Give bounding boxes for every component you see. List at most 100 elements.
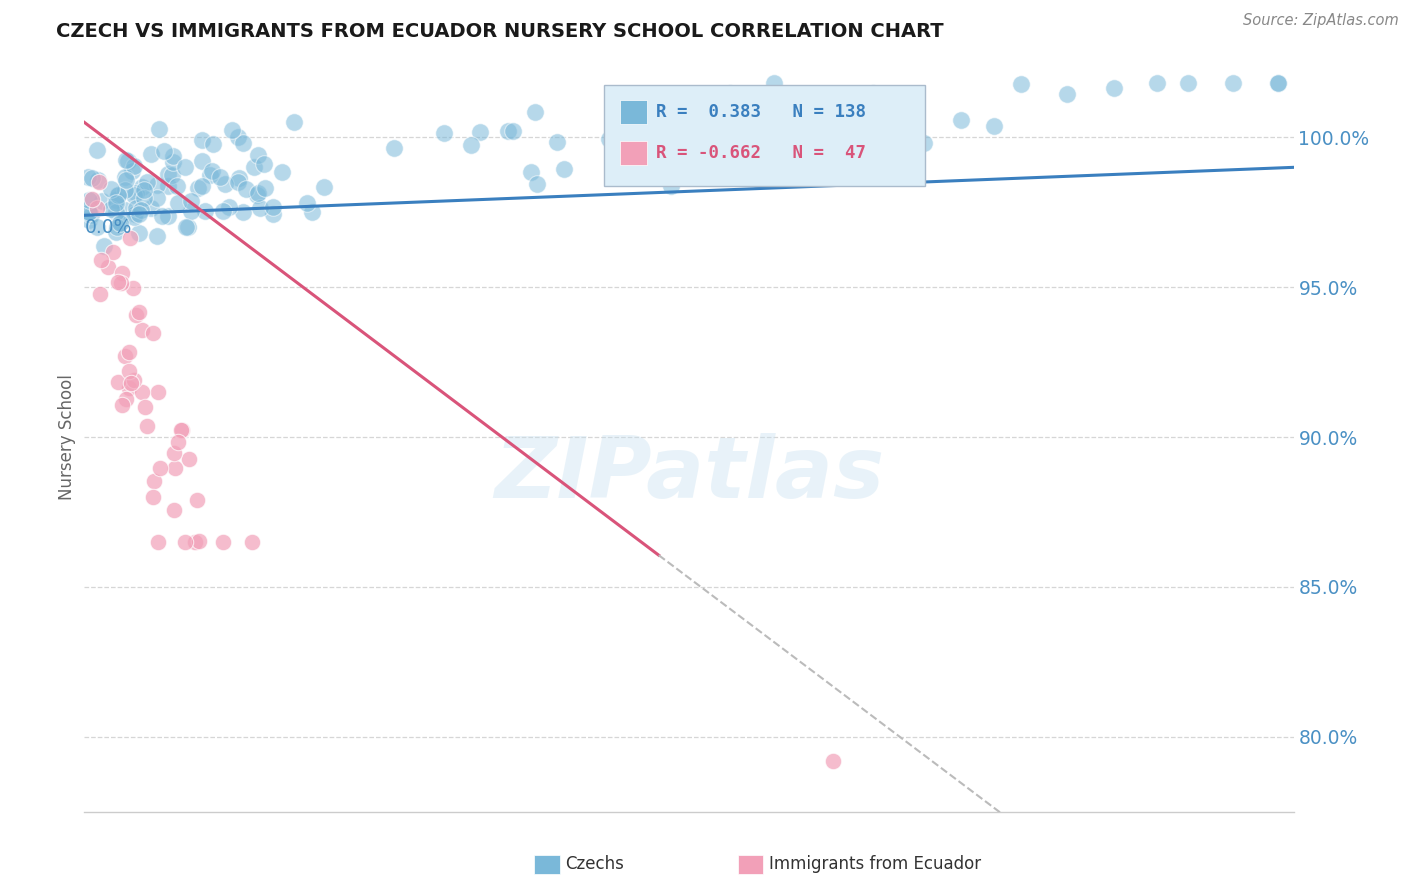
Point bbox=[201, 136, 224, 151]
Point bbox=[142, 326, 165, 340]
Point bbox=[201, 163, 224, 178]
Point bbox=[246, 187, 269, 202]
Point bbox=[125, 308, 148, 322]
Point bbox=[235, 182, 257, 196]
Point bbox=[156, 168, 179, 182]
Point bbox=[172, 423, 194, 437]
Point bbox=[382, 141, 405, 155]
Point bbox=[136, 418, 159, 433]
Point bbox=[762, 77, 785, 91]
Point bbox=[598, 132, 620, 146]
Point bbox=[496, 124, 519, 138]
Point bbox=[131, 384, 153, 399]
Point bbox=[77, 206, 100, 220]
Point bbox=[177, 451, 200, 466]
Point bbox=[433, 126, 456, 140]
Text: R = -0.662   N =  47: R = -0.662 N = 47 bbox=[657, 145, 866, 162]
Point bbox=[121, 164, 143, 178]
Point bbox=[873, 131, 896, 145]
Point bbox=[170, 423, 193, 437]
Point bbox=[716, 123, 738, 137]
Point bbox=[187, 180, 209, 194]
Point bbox=[131, 179, 153, 194]
Point bbox=[114, 202, 136, 217]
Point bbox=[77, 193, 100, 207]
Point bbox=[240, 535, 263, 549]
Point bbox=[77, 169, 100, 184]
Point bbox=[243, 161, 266, 175]
Point bbox=[778, 139, 800, 153]
Point bbox=[162, 168, 184, 182]
Point bbox=[226, 129, 249, 144]
Point bbox=[718, 86, 741, 100]
Point bbox=[821, 754, 844, 768]
Point bbox=[124, 206, 146, 220]
Point bbox=[79, 209, 101, 223]
Point bbox=[117, 153, 139, 168]
Point bbox=[221, 122, 243, 136]
Point bbox=[163, 503, 186, 517]
Point bbox=[134, 401, 156, 415]
Point bbox=[107, 187, 129, 202]
FancyBboxPatch shape bbox=[620, 142, 647, 166]
Point bbox=[156, 179, 179, 194]
Point bbox=[190, 133, 212, 147]
Point bbox=[146, 385, 169, 400]
Text: Immigrants from Ecuador: Immigrants from Ecuador bbox=[769, 855, 981, 873]
Point bbox=[107, 375, 129, 389]
Point bbox=[132, 183, 155, 197]
Point bbox=[262, 200, 284, 214]
Point bbox=[111, 398, 134, 412]
Point bbox=[104, 205, 127, 219]
Point bbox=[148, 122, 170, 136]
Point bbox=[122, 159, 145, 173]
Point bbox=[174, 160, 197, 174]
Point bbox=[198, 168, 221, 182]
Point bbox=[212, 204, 235, 219]
Point bbox=[114, 349, 136, 363]
Point bbox=[162, 154, 184, 169]
Point bbox=[186, 493, 208, 508]
Point bbox=[283, 115, 305, 129]
Point bbox=[86, 143, 108, 157]
Point bbox=[105, 193, 128, 207]
Point bbox=[141, 146, 163, 161]
FancyBboxPatch shape bbox=[620, 100, 647, 124]
Point bbox=[748, 173, 770, 187]
Point bbox=[1222, 77, 1244, 91]
Point bbox=[1146, 77, 1168, 91]
Point bbox=[90, 252, 112, 267]
Point bbox=[860, 126, 883, 140]
Point bbox=[89, 287, 111, 301]
Point bbox=[1102, 81, 1125, 95]
Point bbox=[163, 446, 186, 460]
Point bbox=[153, 144, 176, 158]
Point bbox=[93, 238, 115, 252]
Point bbox=[121, 281, 143, 295]
Point bbox=[110, 215, 132, 229]
Point bbox=[546, 135, 568, 149]
Point bbox=[187, 534, 209, 549]
Point bbox=[270, 165, 292, 179]
Point bbox=[125, 202, 148, 216]
Point bbox=[101, 244, 124, 259]
Point bbox=[122, 373, 145, 387]
Point bbox=[180, 194, 202, 208]
Point bbox=[526, 178, 548, 192]
Text: Source: ZipAtlas.com: Source: ZipAtlas.com bbox=[1243, 13, 1399, 29]
Point bbox=[214, 177, 236, 191]
Point bbox=[247, 148, 270, 162]
Point bbox=[146, 535, 169, 549]
Point bbox=[553, 162, 575, 177]
Point bbox=[167, 195, 190, 210]
Point bbox=[100, 182, 122, 196]
Point bbox=[184, 535, 207, 549]
Point bbox=[125, 186, 148, 200]
Point bbox=[262, 207, 284, 221]
Point bbox=[91, 194, 114, 209]
Point bbox=[912, 136, 935, 150]
Point bbox=[692, 99, 714, 113]
Y-axis label: Nursery School: Nursery School bbox=[58, 374, 76, 500]
Point bbox=[226, 175, 249, 189]
Point bbox=[122, 210, 145, 224]
